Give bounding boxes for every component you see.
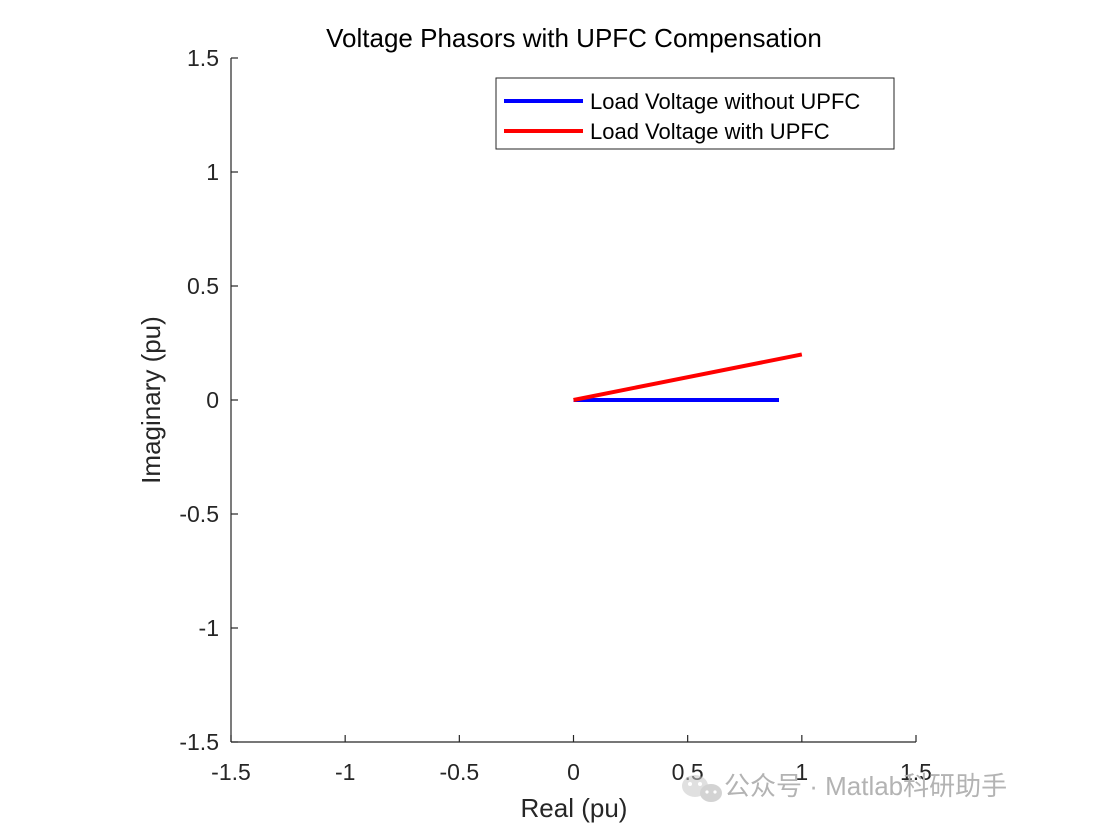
x-tick-label: 1.5 xyxy=(900,759,932,785)
legend-label: Load Voltage without UPFC xyxy=(590,89,860,114)
legend-box xyxy=(495,77,895,150)
y-tick-label: 0.5 xyxy=(187,273,219,299)
x-tick-label: 0 xyxy=(567,759,580,785)
legend-label: Load Voltage with UPFC xyxy=(590,119,830,144)
y-tick-label: 0 xyxy=(206,387,219,413)
watermark: 公众号 · Matlab科研助手 xyxy=(682,771,1007,802)
ticks: -1.5 -1 -0.5 0 0.5 1 1.5-1.5-1-0.500.511.5 xyxy=(179,45,932,785)
wechat-icon xyxy=(682,775,722,802)
watermark-text: 公众号 · Matlab科研助手 xyxy=(724,771,1007,801)
x-tick-label: 1 xyxy=(795,759,808,785)
x-tick-label: -1.5 xyxy=(211,759,251,785)
y-axis-label: Imaginary (pu) xyxy=(136,316,166,484)
x-tick-label: -0.5 xyxy=(440,759,480,785)
x-axis-label: Real (pu) xyxy=(521,793,628,823)
x-tick-label: -1 xyxy=(335,759,355,785)
chart-title: Voltage Phasors with UPFC Compensation xyxy=(326,23,822,53)
y-tick-label: -1.5 xyxy=(179,729,219,755)
y-tick-label: -1 xyxy=(199,615,219,641)
series-line-2 xyxy=(573,352,803,402)
y-tick-label: -0.5 xyxy=(179,501,219,527)
y-tick-label: 1 xyxy=(206,159,219,185)
plot-series xyxy=(573,352,803,402)
legend: Load Voltage without UPFC Load Voltage wi… xyxy=(495,77,895,150)
y-tick-label: 1.5 xyxy=(187,45,219,71)
